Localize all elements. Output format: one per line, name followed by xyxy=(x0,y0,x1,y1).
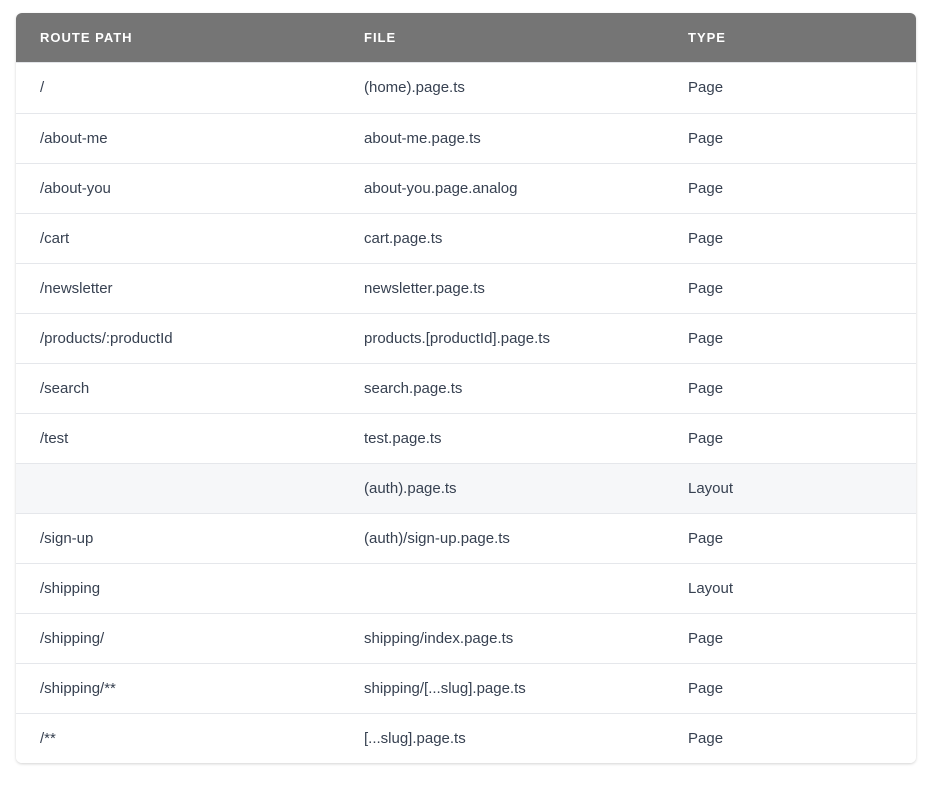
route-path-cell: /test xyxy=(40,429,69,447)
type-cell: Page xyxy=(688,179,724,197)
table-header-row: ROUTE PATH FILE TYPE xyxy=(16,13,916,62)
table-row[interactable]: /cart cart.page.ts Page xyxy=(16,213,916,263)
file-cell: (auth).page.ts xyxy=(364,479,457,497)
file-cell: cart.page.ts xyxy=(364,229,443,247)
table-row[interactable]: /shipping/** shipping/[...slug].page.ts Pa… xyxy=(16,663,916,713)
file-cell: shipping/index.page.ts xyxy=(364,629,514,647)
table-row[interactable]: /about-me about-me.page.ts Page xyxy=(16,113,916,163)
routes-table-card: ROUTE PATH FILE TYPE / (home).page.ts Page… xyxy=(16,13,916,763)
type-cell: Page xyxy=(688,129,724,147)
route-path-cell: /sign-up xyxy=(40,529,94,547)
file-cell: newsletter.page.ts xyxy=(364,279,485,297)
header-file: FILE xyxy=(364,29,397,45)
type-cell: Page xyxy=(688,429,724,447)
table-row[interactable]: /** [...slug].page.ts Page xyxy=(16,713,916,763)
type-cell: Page xyxy=(688,679,724,697)
routes-table: ROUTE PATH FILE TYPE / (home).page.ts Page… xyxy=(16,13,916,763)
route-path-cell: /products/:productId xyxy=(40,329,173,347)
table-row[interactable]: /test test.page.ts Page xyxy=(16,413,916,463)
table-row[interactable]: /shipping/shipping/index.page.ts Page xyxy=(16,613,916,663)
route-path-cell: /** xyxy=(40,729,56,747)
file-cell: products.[productId].page.ts xyxy=(364,329,550,347)
type-cell: Page xyxy=(688,79,724,96)
file-cell: about-me.page.ts xyxy=(364,129,481,147)
file-cell: shipping/[...slug].page.ts xyxy=(364,679,526,697)
file-cell: search.page.ts xyxy=(364,379,463,397)
header-type: TYPE xyxy=(688,29,726,45)
table-row[interactable]: (auth).page.ts Layout xyxy=(16,463,916,513)
table-row[interactable]: /shipping Layout xyxy=(16,563,916,613)
file-cell: about-you.page.analog xyxy=(364,179,518,197)
route-path-cell xyxy=(16,463,340,513)
type-cell: Layout xyxy=(688,479,734,497)
route-path-cell: /shipping/ xyxy=(40,629,105,647)
table-row[interactable]: /about-you about-you.page.analog Page xyxy=(16,163,916,213)
type-cell: Page xyxy=(688,729,724,747)
type-cell: Page xyxy=(688,329,724,347)
route-path-cell: /about-me xyxy=(40,129,108,147)
table-row[interactable]: /newsletter newsletter.page.ts Page xyxy=(16,263,916,313)
table-row[interactable]: /products/:productId products.[productId]… xyxy=(16,313,916,363)
table-row[interactable]: / (home).page.ts Page xyxy=(16,62,916,113)
route-path-cell: / xyxy=(40,79,45,96)
file-cell: test.page.ts xyxy=(364,429,442,447)
type-cell: Page xyxy=(688,379,724,397)
file-cell: (home).page.ts xyxy=(364,79,465,96)
type-cell: Layout xyxy=(688,579,734,597)
route-path-cell: /about-you xyxy=(40,179,111,197)
type-cell: Page xyxy=(688,279,724,297)
route-path-cell: /shipping xyxy=(40,579,101,597)
table-row[interactable]: /sign-up (auth)/sign-up.page.ts Page xyxy=(16,513,916,563)
route-path-cell: /search xyxy=(40,379,90,397)
table-row[interactable]: /search search.page.ts Page xyxy=(16,363,916,413)
file-cell xyxy=(340,563,664,613)
type-cell: Page xyxy=(688,629,724,647)
route-path-cell: /newsletter xyxy=(40,279,113,297)
route-path-cell: /shipping/** xyxy=(40,679,116,697)
route-path-cell: /cart xyxy=(40,229,70,247)
header-route-path: ROUTE PATH xyxy=(40,29,133,45)
file-cell: [...slug].page.ts xyxy=(364,729,466,747)
type-cell: Page xyxy=(688,229,724,247)
type-cell: Page xyxy=(688,529,724,547)
file-cell: (auth)/sign-up.page.ts xyxy=(364,529,510,547)
